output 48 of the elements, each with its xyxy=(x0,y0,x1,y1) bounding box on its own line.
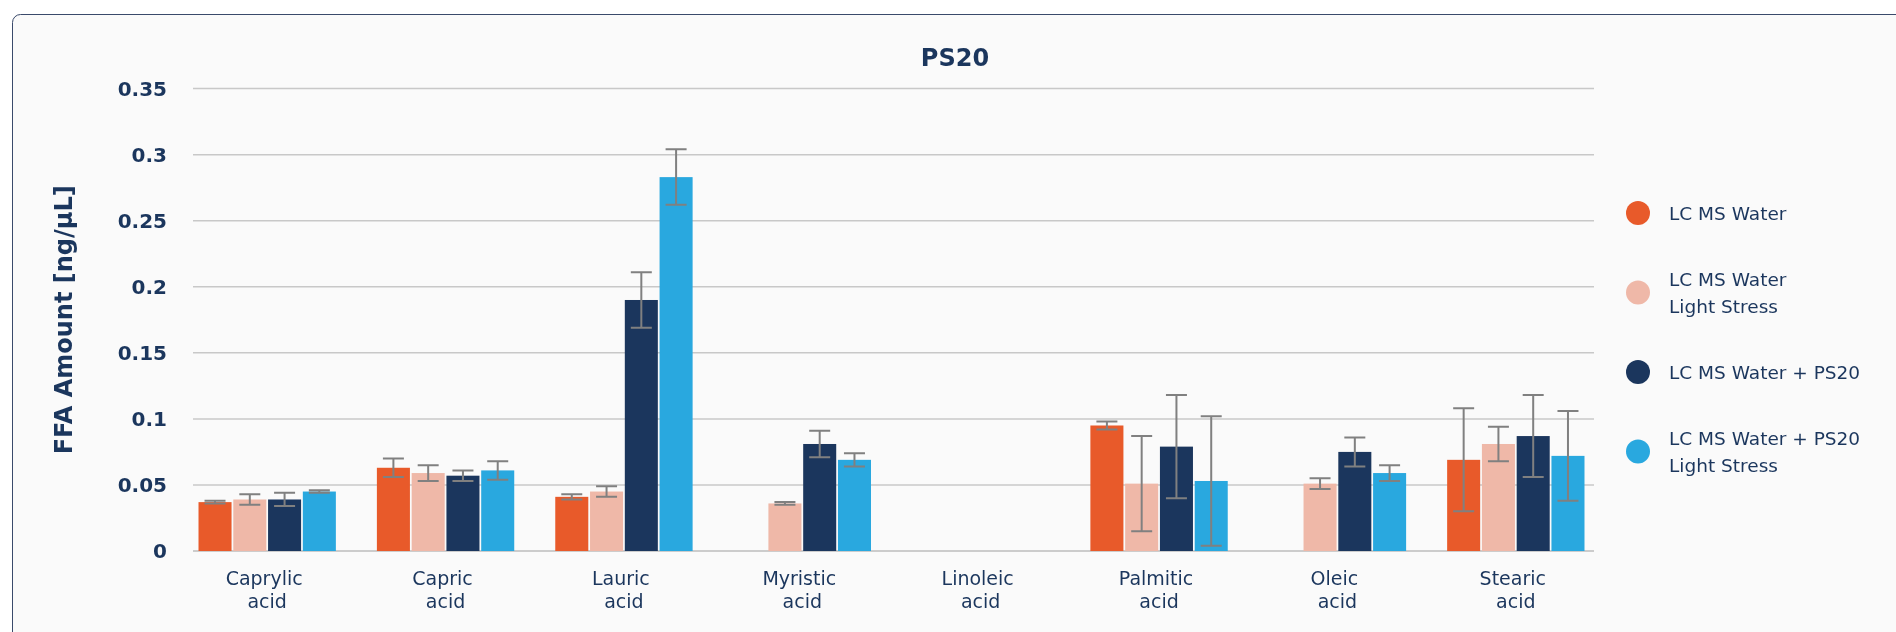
bar xyxy=(837,459,871,551)
x-tick-label: Stearic acid xyxy=(1479,567,1553,612)
legend-label: LC MS Water xyxy=(1669,202,1787,224)
bar xyxy=(198,502,232,551)
bar xyxy=(1447,459,1481,551)
bar xyxy=(1338,451,1372,551)
bar xyxy=(1159,446,1193,551)
y-tick-label: 0.15 xyxy=(117,340,167,365)
bar xyxy=(1125,483,1159,551)
x-tick-label: Myristic acid xyxy=(762,567,843,612)
bar xyxy=(481,470,515,551)
bar xyxy=(624,299,658,551)
y-tick-label: 0.3 xyxy=(131,142,167,167)
bar xyxy=(411,473,445,551)
y-tick-label: 0.25 xyxy=(117,208,167,233)
x-tick-label: Oleic acid xyxy=(1310,567,1365,612)
bar xyxy=(1551,455,1585,551)
bar xyxy=(302,491,336,551)
legend-label: LC MS Water + PS20 Light Stress xyxy=(1669,427,1866,476)
legend-label: LC MS Water Light Stress xyxy=(1669,268,1793,317)
bar xyxy=(1373,473,1407,551)
y-tick-label: 0.1 xyxy=(131,406,167,431)
bar xyxy=(1303,483,1337,551)
bar xyxy=(1194,480,1228,551)
legend-label: LC MS Water + PS20 xyxy=(1669,361,1861,383)
y-tick-label: 0.35 xyxy=(117,76,167,101)
x-tick-label: Linoleic acid xyxy=(941,567,1020,612)
y-tick-label: 0 xyxy=(153,539,167,563)
x-tick-label: Palmitic acid xyxy=(1118,567,1200,612)
bar xyxy=(590,491,624,551)
y-tick-label: 0.2 xyxy=(131,274,167,299)
bar xyxy=(1516,436,1550,551)
bar xyxy=(768,503,802,551)
bar xyxy=(268,499,302,551)
x-tick-label: Capric acid xyxy=(412,567,479,612)
x-tick-label: Caprylic acid xyxy=(225,567,309,612)
chart-title: PS20 xyxy=(920,44,990,72)
y-tick-label: 0.05 xyxy=(117,472,167,497)
bar xyxy=(1090,425,1124,551)
x-tick-label: Lauric acid xyxy=(592,567,656,612)
bar xyxy=(376,467,410,551)
bar xyxy=(555,496,589,551)
bar xyxy=(659,177,693,551)
bar xyxy=(446,475,480,551)
bar xyxy=(233,499,267,551)
bar xyxy=(803,443,837,551)
y-axis-title: FFA Amount [ng/µL] xyxy=(50,185,78,455)
bar xyxy=(1481,443,1515,551)
